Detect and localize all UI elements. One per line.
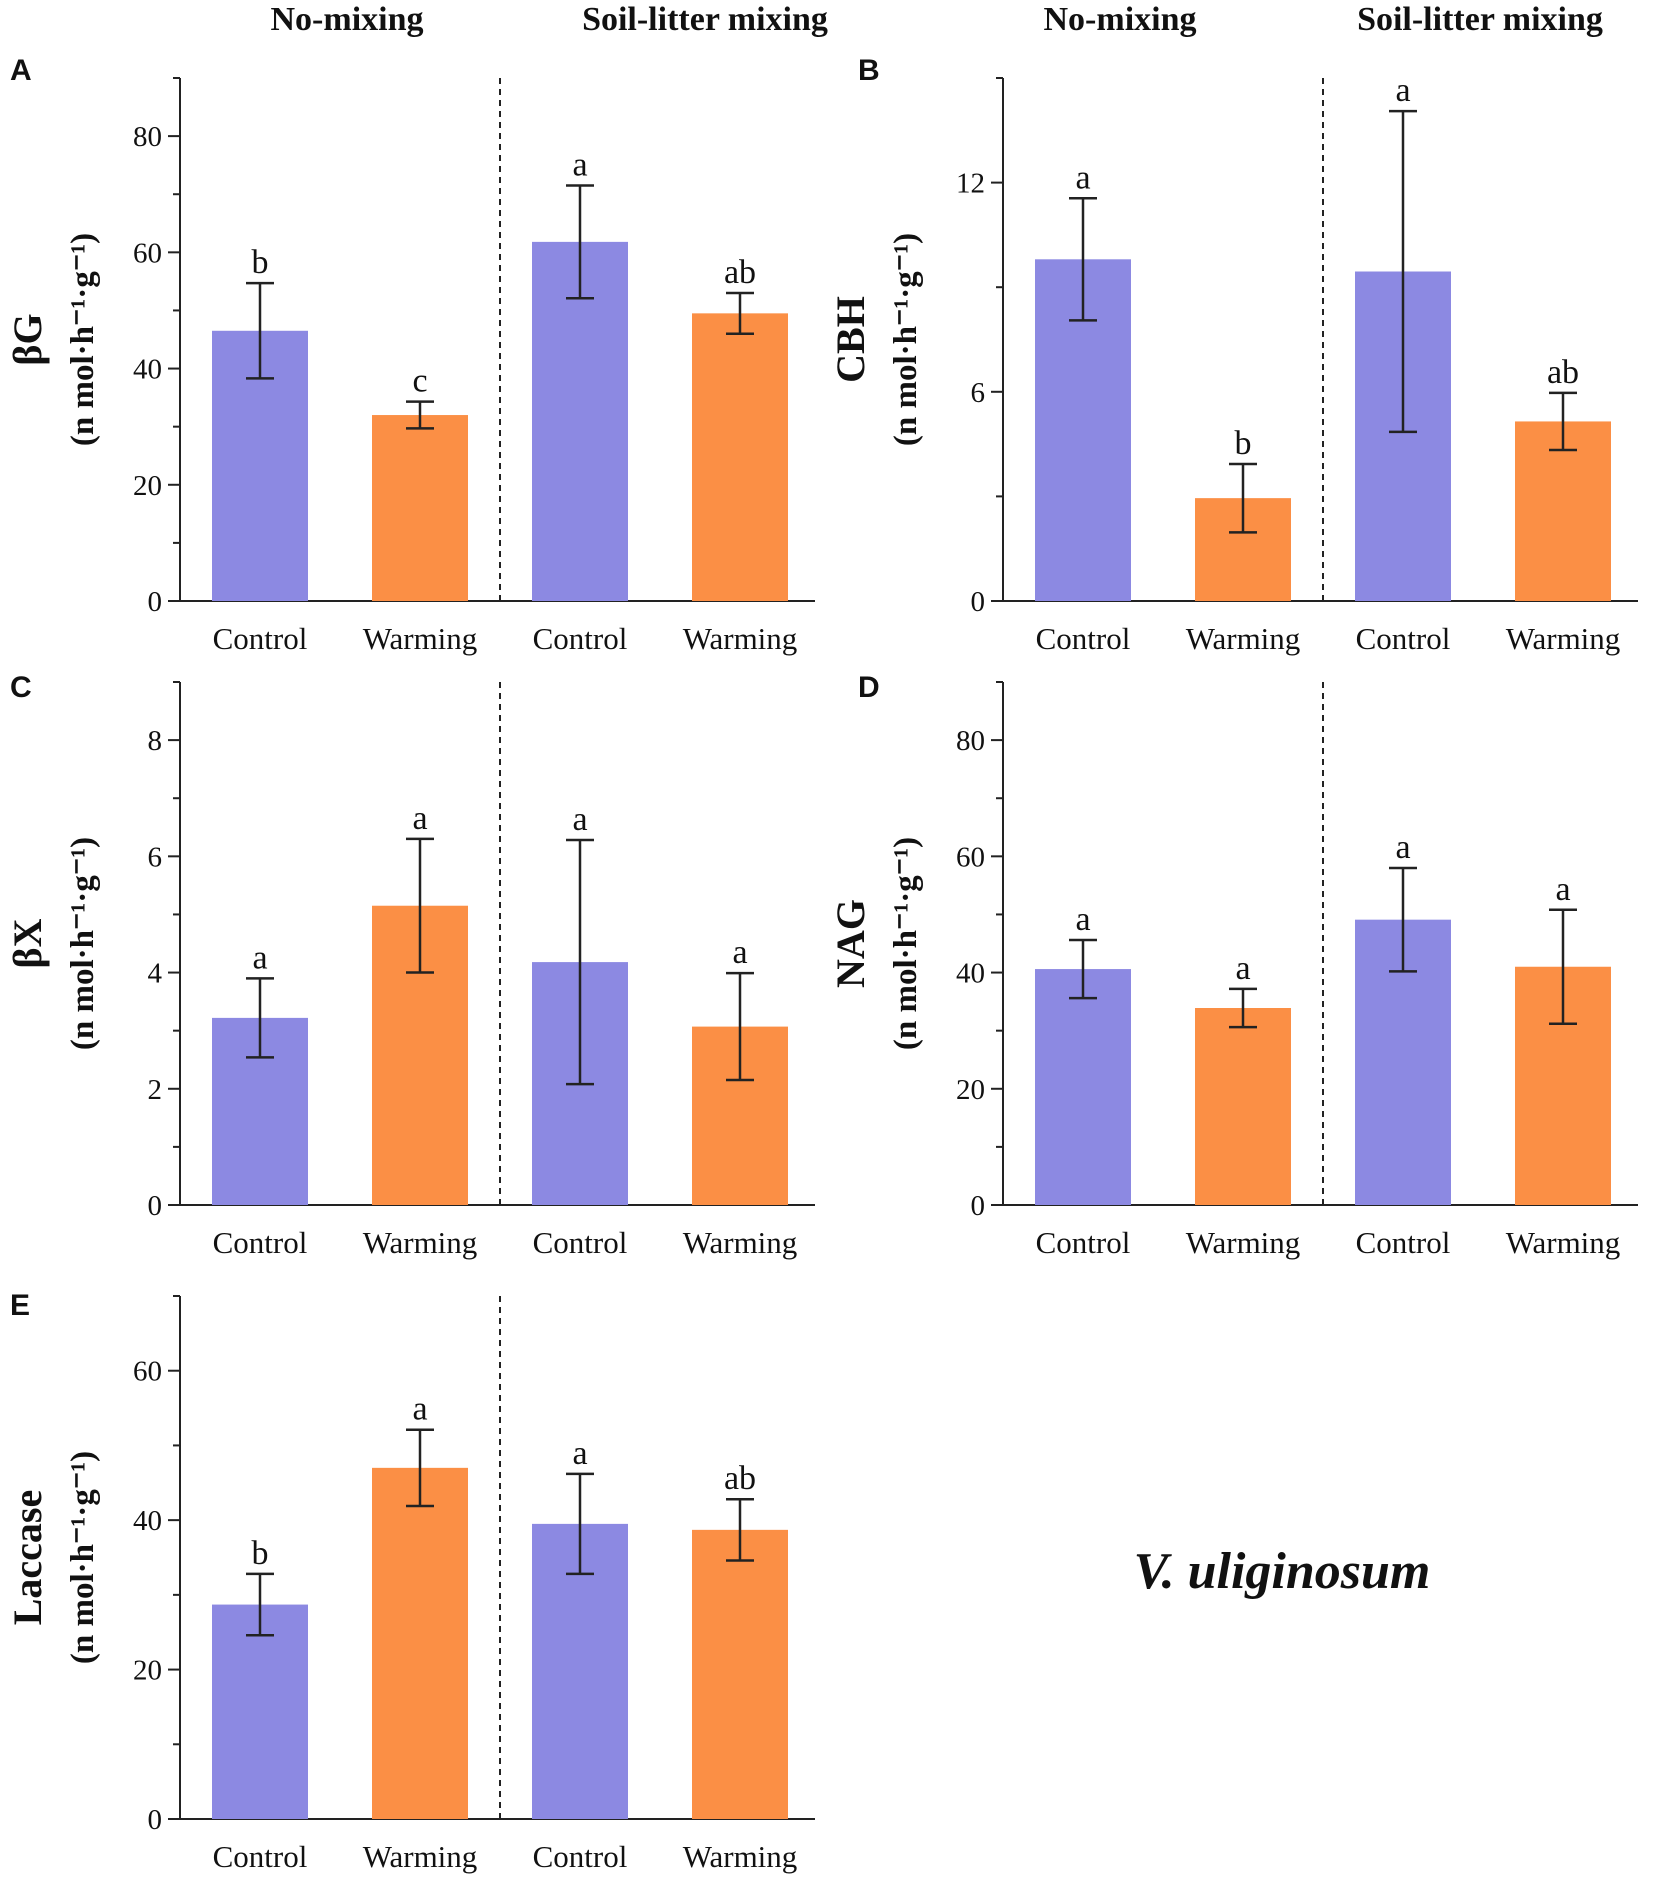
group-title-no-mixing-right: No-mixing	[1044, 1, 1197, 38]
y-tick-label-e: 40	[133, 1505, 162, 1537]
category-label-c-4: Warming	[683, 1225, 798, 1260]
category-label-a-3: Control	[533, 621, 628, 656]
y-tick-label-a: 20	[133, 470, 162, 502]
y-axis-unit-d: (n mol·h⁻¹·g⁻¹)	[888, 837, 924, 1050]
y-tick-label-d: 60	[956, 841, 985, 873]
significance-letter-b-1: a	[1075, 159, 1090, 196]
significance-letter-e-3: a	[572, 1435, 587, 1472]
category-label-a-1: Control	[213, 621, 308, 656]
species-label: V. uliginosum	[1134, 1543, 1431, 1600]
y-axis-unit-b: (n mol·h⁻¹·g⁻¹)	[888, 233, 924, 446]
significance-letter-d-4: a	[1555, 871, 1570, 908]
y-tick-label-e: 0	[148, 1804, 163, 1836]
category-label-b-1: Control	[1036, 621, 1131, 656]
bar-e-2	[372, 1467, 468, 1819]
y-axis-title-b: CBH	[828, 296, 873, 383]
significance-letter-d-2: a	[1235, 950, 1250, 987]
category-label-b-3: Control	[1356, 621, 1451, 656]
y-tick-label-e: 20	[133, 1655, 162, 1687]
category-label-c-3: Control	[533, 1225, 628, 1260]
y-axis-title-e: Laccase	[5, 1490, 50, 1626]
significance-letter-a-1: b	[252, 244, 269, 281]
category-label-d-3: Control	[1356, 1225, 1451, 1260]
category-label-e-2: Warming	[363, 1839, 478, 1874]
category-label-d-4: Warming	[1506, 1225, 1621, 1260]
y-axis-unit-c: (n mol·h⁻¹·g⁻¹)	[65, 837, 101, 1050]
y-axis-title-a: βG	[5, 313, 50, 365]
significance-letter-b-2: b	[1235, 425, 1252, 462]
bar-a-2	[372, 415, 468, 601]
significance-letter-a-2: c	[412, 363, 427, 400]
category-label-a-2: Warming	[363, 621, 478, 656]
significance-letter-e-4: ab	[724, 1460, 756, 1497]
significance-letter-c-4: a	[732, 934, 747, 971]
bar-e-4	[692, 1529, 788, 1819]
bar-b-4	[1515, 421, 1611, 601]
significance-letter-a-3: a	[572, 147, 587, 184]
category-label-d-2: Warming	[1186, 1225, 1301, 1260]
panel-b-cbh: 0 6 12 a Control b Warming a Control ab Warming CBH…	[828, 72, 1638, 656]
y-tick-label-a: 80	[133, 121, 162, 153]
bar-a-4	[692, 313, 788, 601]
y-tick-label-a: 60	[133, 237, 162, 269]
bar-e-1	[212, 1604, 308, 1819]
panel-d-nag: 0 20 40 60 80 a Control a Warming a Control a Warmin…	[828, 681, 1638, 1260]
y-tick-label-d: 80	[956, 725, 985, 757]
panel-e-laccase: 0 20 40 60 b Control a Warming a Control ab Warming…	[5, 1295, 815, 1874]
panel-letter-d: D	[858, 671, 880, 704]
y-tick-label-d: 40	[956, 958, 985, 990]
y-axis-unit-a: (n mol·h⁻¹·g⁻¹)	[65, 233, 101, 446]
category-label-b-2: Warming	[1186, 621, 1301, 656]
category-label-c-2: Warming	[363, 1225, 478, 1260]
category-label-e-1: Control	[213, 1839, 308, 1874]
y-tick-label-c: 4	[148, 958, 163, 990]
category-label-c-1: Control	[213, 1225, 308, 1260]
category-label-e-4: Warming	[683, 1839, 798, 1874]
y-tick-label-a: 0	[148, 586, 163, 618]
y-tick-label-c: 2	[148, 1074, 163, 1106]
significance-letter-c-1: a	[252, 939, 267, 976]
y-tick-label-d: 20	[956, 1074, 985, 1106]
significance-letter-b-4: ab	[1547, 354, 1579, 391]
category-label-a-4: Warming	[683, 621, 798, 656]
y-tick-label-d: 0	[971, 1190, 986, 1222]
group-title-soil-litter-left: Soil-litter mixing	[582, 1, 828, 38]
panel-letter-a: A	[10, 54, 32, 87]
significance-letter-c-3: a	[572, 801, 587, 838]
significance-letter-d-1: a	[1075, 901, 1090, 938]
panel-letter-c: C	[10, 671, 32, 704]
y-axis-unit-e: (n mol·h⁻¹·g⁻¹)	[65, 1451, 101, 1664]
group-title-soil-litter-right: Soil-litter mixing	[1357, 1, 1603, 38]
y-tick-label-e: 60	[133, 1356, 162, 1388]
significance-letter-e-1: b	[252, 1535, 269, 1572]
panel-letter-b: B	[858, 54, 880, 87]
panel-c-beta-xylosidase: 0 2 4 6 8 a Control a Warming a Control a Warming βX (…	[5, 681, 815, 1260]
y-tick-label-b: 0	[971, 586, 986, 618]
group-title-no-mixing-left: No-mixing	[271, 1, 424, 38]
significance-letter-d-3: a	[1395, 829, 1410, 866]
y-axis-title-c: βX	[5, 918, 50, 968]
y-tick-label-c: 0	[148, 1190, 163, 1222]
bar-d-2	[1195, 1008, 1291, 1205]
y-tick-label-a: 40	[133, 354, 162, 386]
bar-d-1	[1035, 969, 1131, 1205]
y-tick-label-b: 12	[956, 168, 985, 200]
significance-letter-e-2: a	[412, 1391, 427, 1428]
significance-letter-c-2: a	[412, 800, 427, 837]
panel-letter-e: E	[10, 1289, 30, 1322]
significance-letter-b-3: a	[1395, 72, 1410, 109]
bar-a-3	[532, 241, 628, 601]
category-label-d-1: Control	[1036, 1225, 1131, 1260]
y-tick-label-c: 6	[148, 841, 163, 873]
y-tick-label-b: 6	[971, 377, 986, 409]
y-tick-label-c: 8	[148, 725, 163, 757]
significance-letter-a-4: ab	[724, 254, 756, 291]
y-axis-title-d: NAG	[828, 899, 873, 988]
category-label-e-3: Control	[533, 1839, 628, 1874]
category-label-b-4: Warming	[1506, 621, 1621, 656]
panel-a-beta-glucosidase: 0 20 40 60 80 b Control c Warming a Control ab Warmi…	[5, 77, 815, 656]
